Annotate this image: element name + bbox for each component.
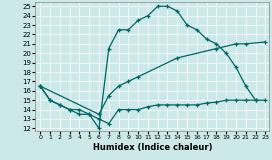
X-axis label: Humidex (Indice chaleur): Humidex (Indice chaleur): [92, 143, 212, 152]
